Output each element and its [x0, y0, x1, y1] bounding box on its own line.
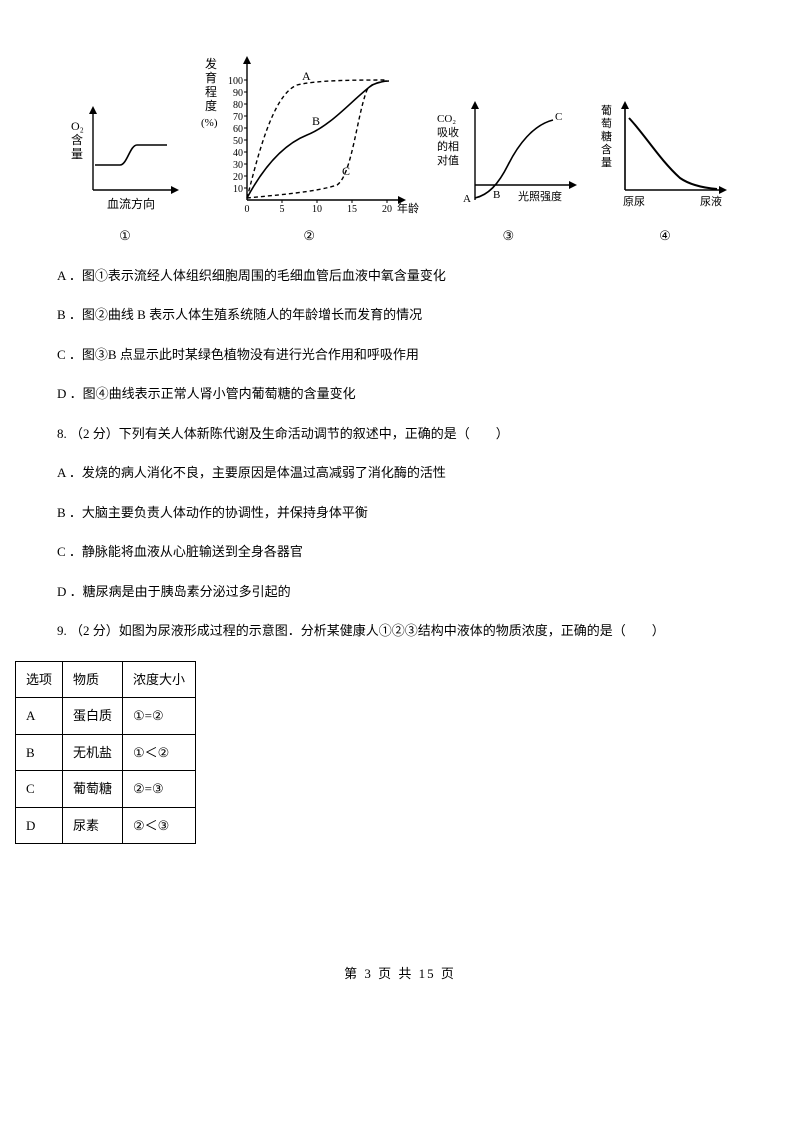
page-total: 15 [419, 966, 436, 981]
figure-3-label: ③ [502, 226, 514, 246]
q8-stem: 8. （2 分）下列有关人体新陈代谢及生命活动调节的叙述中，正确的是（ ） [55, 424, 745, 444]
svg-text:光照强度: 光照强度 [518, 189, 562, 203]
svg-text:90: 90 [233, 88, 243, 99]
opt-C: C ．图③B 点显示此时某绿色植物没有进行光合作用和呼吸作用 [55, 345, 745, 365]
svg-text:度: 度 [205, 98, 217, 113]
svg-text:原尿: 原尿 [623, 195, 645, 208]
chart-3-svg: A B C CO₂ 吸收 的相 对值 光照强度 [433, 90, 583, 220]
table-header-row: 选项 物质 浓度大小 [16, 661, 196, 698]
q8-B: B ．大脑主要负责人体动作的协调性，并保持身体平衡 [55, 503, 745, 523]
table-row: C 葡萄糖 ②=③ [16, 771, 196, 808]
svg-text:10: 10 [233, 184, 243, 195]
svg-text:80: 80 [233, 100, 243, 111]
svg-text:吸收: 吸收 [437, 125, 459, 139]
svg-text:CO₂: CO₂ [437, 113, 456, 125]
svg-text:年龄: 年龄 [397, 201, 419, 215]
table-row: A 蛋白质 ①=② [16, 698, 196, 735]
figure-2-label: ② [303, 226, 315, 246]
svg-text:A: A [463, 193, 471, 205]
svg-text:葡: 葡 [601, 104, 612, 117]
svg-text:70: 70 [233, 112, 243, 123]
svg-text:C: C [342, 164, 350, 178]
svg-text:萄: 萄 [601, 117, 612, 130]
svg-text:的相: 的相 [437, 139, 459, 153]
figure-3: A B C CO₂ 吸收 的相 对值 光照强度 ③ [433, 90, 583, 246]
svg-text:程: 程 [205, 84, 217, 99]
svg-text:30: 30 [233, 160, 243, 171]
svg-text:A: A [302, 69, 311, 83]
svg-text:100: 100 [228, 76, 243, 87]
opt-D: D ．图④曲线表示正常人肾小管内葡萄糖的含量变化 [55, 384, 745, 404]
q8-A: A ．发烧的病人消化不良，主要原因是体温过高减弱了消化酶的活性 [55, 463, 745, 483]
th-option: 选项 [16, 661, 63, 698]
svg-text:15: 15 [347, 204, 357, 215]
svg-text:60: 60 [233, 124, 243, 135]
svg-text:40: 40 [233, 148, 243, 159]
svg-text:B: B [493, 189, 500, 201]
svg-text:尿液: 尿液 [700, 194, 722, 208]
svg-text:量: 量 [601, 156, 612, 169]
q8-C: C ．静脉能将血液从心脏输送到全身各器官 [55, 542, 745, 562]
svg-text:(%): (%) [201, 117, 218, 129]
th-concentration: 浓度大小 [123, 661, 196, 698]
svg-text:0: 0 [244, 204, 249, 215]
chart-4-svg: 葡 萄 糖 含 量 原尿 尿液 [595, 90, 735, 220]
svg-text:5: 5 [279, 204, 284, 215]
svg-text:10: 10 [312, 204, 322, 215]
fig1-xaxis: 血流方向 [107, 196, 155, 211]
opt-A: A ．图①表示流经人体组织细胞周围的毛细血管后血液中氧含量变化 [55, 266, 745, 286]
figures-row: O₂ 含 量 血流方向 ① 10 20 30 40 50 60 70 80 [55, 50, 745, 246]
figure-1-label: ① [119, 226, 131, 246]
page-current: 3 [364, 966, 373, 981]
svg-text:糖: 糖 [601, 129, 612, 143]
svg-text:20: 20 [382, 204, 392, 215]
q9-stem: 9. （2 分）如图为尿液形成过程的示意图．分析某健康人①②③结构中液体的物质浓… [55, 621, 745, 641]
table-row: D 尿素 ②＜③ [16, 807, 196, 844]
opt-B: B ．图②曲线 B 表示人体生殖系统随人的年龄增长而发育的情况 [55, 305, 745, 325]
q8-D: D ．糖尿病是由于胰岛素分泌过多引起的 [55, 582, 745, 602]
figure-4: 葡 萄 糖 含 量 原尿 尿液 ④ [595, 90, 735, 246]
page-footer: 第 3 页 共 15 页 [55, 964, 745, 984]
th-substance: 物质 [63, 661, 123, 698]
svg-text:育: 育 [205, 70, 217, 85]
chart-2-svg: 10 20 30 40 50 60 70 80 90 100 0 5 10 15… [197, 50, 422, 220]
figure-4-label: ④ [659, 226, 671, 246]
svg-text:发: 发 [205, 56, 217, 71]
svg-text:对值: 对值 [437, 153, 459, 167]
svg-text:20: 20 [233, 172, 243, 183]
svg-text:含: 含 [71, 132, 83, 147]
figure-1: O₂ 含 量 血流方向 ① [65, 90, 185, 246]
svg-text:量: 量 [71, 147, 83, 161]
q9-table: 选项 物质 浓度大小 A 蛋白质 ①=② B 无机盐 ①＜② C 葡萄糖 ②=③… [15, 661, 196, 845]
chart-1-svg: O₂ 含 量 血流方向 [65, 90, 185, 220]
svg-text:O₂: O₂ [71, 119, 84, 133]
svg-text:50: 50 [233, 136, 243, 147]
svg-text:含: 含 [601, 142, 612, 156]
svg-text:B: B [312, 114, 320, 128]
figure-2: 10 20 30 40 50 60 70 80 90 100 0 5 10 15… [197, 50, 422, 246]
svg-text:C: C [555, 111, 562, 123]
table-row: B 无机盐 ①＜② [16, 734, 196, 771]
